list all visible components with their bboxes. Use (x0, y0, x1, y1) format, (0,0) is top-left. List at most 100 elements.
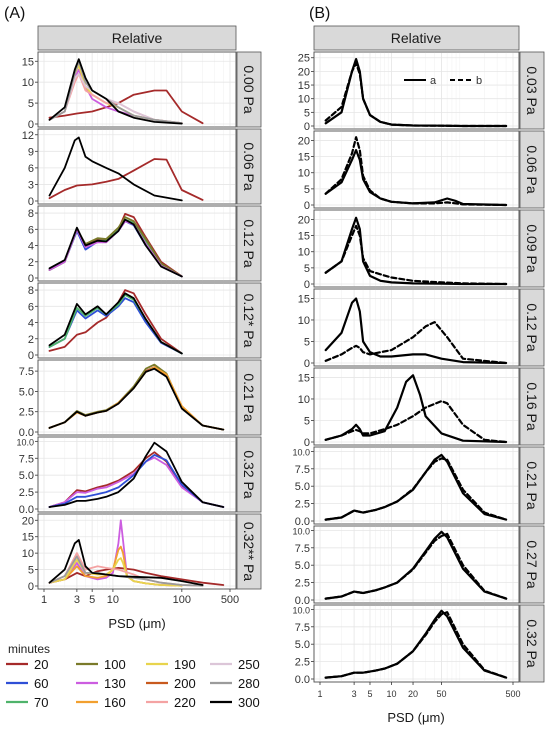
y-tick-label: 15 (298, 293, 310, 305)
panel-b-facet-0-16-pa: 0 5 10 15 0.16 Pa (298, 367, 545, 449)
series-line-300 (48, 292, 183, 355)
series-line-20 (48, 567, 225, 586)
panel-a-facet-0-32-pa: 0.0 2.5 5.0 7.5 10.0 0.32 Pa (16, 436, 262, 516)
y-tick-label: 0.0 (295, 674, 310, 686)
legend-item-100: 100 (76, 657, 126, 672)
facet-strip-label: 0.00 Pa (241, 65, 257, 113)
legend-label: 300 (238, 695, 260, 710)
y-tick-label: 0 (304, 279, 310, 291)
facet-strip-label: 0.03 Pa (524, 66, 540, 114)
x-tick-label: 5 (367, 689, 372, 699)
legend-item-20: 20 (6, 657, 48, 672)
y-tick-label: 5.0 (19, 386, 34, 398)
y-tick-label: 15 (298, 372, 310, 384)
panel-a-tag: (A) (4, 5, 25, 22)
x-tick-label: 1 (41, 594, 47, 606)
facet-border (313, 288, 520, 367)
y-tick-label: 5.0 (295, 481, 310, 493)
y-tick-label: 8 (28, 208, 34, 220)
series-line-b (324, 62, 508, 128)
facet-strip (236, 436, 262, 513)
panel-a-facet-0-06-pa: 0 3 6 9 12 0.06 Pa (22, 128, 262, 208)
y-tick-label: 12 (22, 130, 34, 142)
y-tick-label: 10 (298, 168, 310, 180)
facet-border (313, 446, 520, 525)
facet-border (37, 205, 237, 282)
y-tick-label: 20 (22, 515, 34, 527)
facet-strip (236, 282, 262, 359)
facet-strip (236, 205, 262, 282)
panel-b-facet-0-06-pa: 0 5 10 15 20 0.06 Pa (298, 130, 545, 212)
y-tick-label: 0.0 (295, 595, 310, 607)
y-tick-label: 5 (304, 107, 310, 119)
legend-label: 280 (238, 676, 260, 691)
y-tick-label: 5 (28, 565, 34, 577)
legend-item-a: a (404, 75, 437, 87)
y-tick-label: 2.5 (19, 487, 34, 499)
y-tick-label: 4 (28, 241, 34, 253)
facet-strip-label: 0.21 Pa (524, 461, 540, 509)
series-line-60 (48, 453, 225, 508)
y-tick-label: 0.0 (19, 427, 34, 439)
series-line-300 (48, 58, 183, 125)
x-tick-label: 1 (317, 689, 322, 699)
y-tick-label: 15 (298, 231, 310, 243)
legend-label: a (430, 75, 437, 87)
y-tick-label: 15 (22, 532, 34, 544)
y-tick-label: 9 (28, 146, 34, 158)
y-tick-label: 4 (28, 318, 34, 330)
facet-background (313, 51, 520, 130)
y-tick-label: 10 (22, 77, 34, 89)
facet-strip (236, 128, 262, 205)
y-tick-label: 10.0 (292, 526, 310, 536)
legend-item-220: 220 (146, 695, 196, 710)
y-tick-label: 2.5 (295, 499, 310, 511)
series-line-300 (48, 367, 225, 431)
y-tick-label: 2 (28, 334, 34, 346)
legend-item-190: 190 (146, 657, 196, 672)
facet-strip-label: 0.32 Pa (241, 450, 257, 498)
facet-strip (236, 359, 262, 436)
series-line-190 (48, 557, 183, 587)
series-line-a (324, 374, 508, 444)
y-tick-label: 2.5 (19, 407, 34, 419)
y-tick-label: 7.5 (295, 543, 310, 555)
facet-strip (519, 51, 545, 130)
series-line-b (324, 400, 508, 444)
y-tick-label: 0 (304, 358, 310, 370)
facet-background (37, 205, 237, 282)
y-tick-label: 0.0 (295, 516, 310, 528)
panel-b-facet-0-12-pa: 0 5 10 15 0.12 Pa (298, 288, 545, 370)
y-tick-label: 5 (304, 336, 310, 348)
y-tick-label: 0 (28, 350, 34, 362)
y-tick-label: 10.0 (292, 605, 310, 615)
facet-border (313, 367, 520, 446)
legend-item-130: 130 (76, 676, 126, 691)
legend-label: 70 (34, 695, 48, 710)
legend-label: 60 (34, 676, 48, 691)
facet-strip (519, 288, 545, 367)
facet-strip (236, 513, 262, 590)
y-tick-label: 10 (298, 315, 310, 327)
panel-a-facet-0-21-pa: 0.0 2.5 5.0 7.5 0.21 Pa (19, 359, 262, 439)
x-tick-label: 100 (173, 594, 191, 606)
facet-strip (519, 604, 545, 683)
x-tick-label: 500 (505, 689, 520, 699)
y-tick-label: 7.5 (19, 453, 34, 465)
series-line-20 (48, 158, 204, 201)
y-tick-label: 15 (22, 56, 34, 68)
facet-strip (519, 130, 545, 209)
facet-strip (519, 525, 545, 604)
legend-item-b: b (450, 75, 482, 87)
facet-strip-label: 0.32** Pa (241, 522, 257, 581)
y-tick-label: 3 (28, 179, 34, 191)
y-tick-label: 5.0 (19, 470, 34, 482)
facet-border (313, 51, 520, 130)
facet-strip-label: 0.32 Pa (524, 619, 540, 667)
facet-strip (519, 367, 545, 446)
facet-strip-label: 0.21 Pa (241, 373, 257, 421)
legend-label: 190 (174, 657, 196, 672)
panel-a-facet-0-00-pa: 0 5 10 15 0.00 Pa (22, 51, 262, 131)
x-tick-label: 20 (408, 689, 418, 699)
